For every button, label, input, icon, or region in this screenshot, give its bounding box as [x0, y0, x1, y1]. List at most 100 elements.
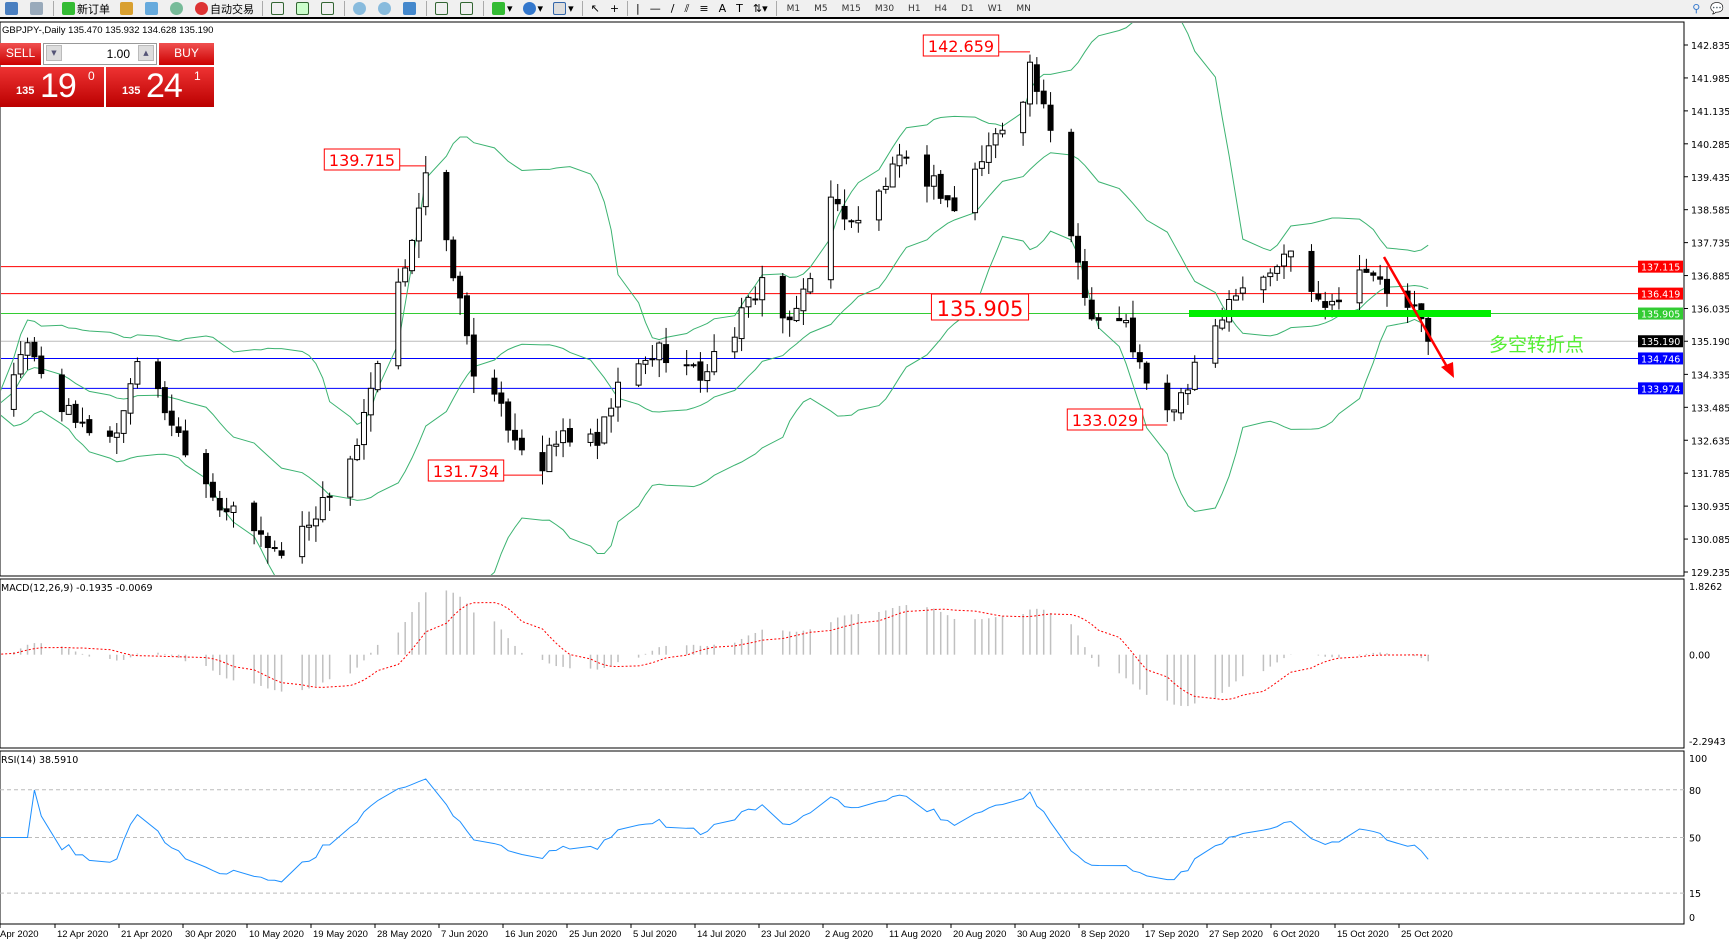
lot-decrease-button[interactable]: ▼ [46, 45, 62, 61]
timeframe-m15[interactable]: M15 [841, 3, 861, 14]
candle-body [299, 525, 306, 558]
equidistant-channel-button[interactable]: ⫽ [679, 0, 694, 17]
candle [299, 511, 306, 564]
price-tick-label: 130.085 [1691, 535, 1729, 546]
indicators-button[interactable]: ▾ [487, 0, 518, 17]
chat-button[interactable]: 💬 [1705, 0, 1729, 17]
experts-button[interactable] [115, 0, 140, 17]
sell-button[interactable]: SELL [0, 43, 41, 65]
candle [209, 473, 216, 502]
timeframe-d1[interactable]: D1 [961, 3, 974, 14]
candle [443, 169, 450, 252]
trendline-button[interactable]: / [666, 0, 680, 17]
arrows-button[interactable]: ⇅▾ [748, 0, 773, 17]
candle-body [1287, 250, 1294, 258]
zoom-window-button[interactable] [25, 0, 50, 17]
candle-body [168, 410, 175, 426]
new-chart-button[interactable] [0, 0, 25, 17]
candle-body [985, 145, 992, 163]
candle-body [1164, 382, 1171, 411]
candle [553, 430, 560, 457]
date-tick-label: 28 May 2020 [377, 929, 432, 940]
candle [360, 399, 367, 460]
horizontal-line-button[interactable]: — [645, 0, 666, 17]
zoom-in-button[interactable] [348, 0, 373, 17]
candle-body [1123, 319, 1130, 324]
sell-price[interactable]: 135 19 0 [0, 67, 104, 107]
candle [786, 310, 793, 337]
candle-body [1088, 299, 1095, 320]
chart-shift-button[interactable] [455, 0, 480, 17]
candle [1178, 387, 1185, 420]
annotation-box [323, 148, 401, 171]
text-label-button[interactable]: T [731, 0, 748, 17]
new-order-button[interactable]: 新订单 [57, 0, 115, 17]
tile-windows-button[interactable] [398, 0, 423, 17]
candle-body [923, 154, 930, 187]
cursor-icon: ↖ [590, 2, 600, 15]
candle [587, 428, 594, 447]
level-tag-text: 135.190 [1641, 337, 1680, 348]
timeframe-m30[interactable]: M30 [874, 3, 895, 14]
text-button[interactable]: A [714, 0, 732, 17]
timeframe-m5[interactable]: M5 [814, 3, 828, 14]
candle [216, 490, 223, 517]
candle [1164, 374, 1171, 423]
chart-area[interactable]: 多空转折点 142.659 139.715 135.905 131.734 133.029… [0, 21, 1729, 943]
candle [875, 188, 882, 231]
candle-body [1116, 317, 1123, 322]
fibonacci-button[interactable]: ≡ [694, 0, 713, 17]
date-tick-label: 5 Jul 2020 [633, 929, 677, 940]
search-button[interactable]: ⚲ [1687, 0, 1705, 17]
candle-body [374, 363, 381, 391]
crosshair-button[interactable]: + [605, 0, 624, 17]
candle-body [587, 433, 594, 443]
buy-button[interactable]: BUY [159, 43, 214, 65]
timeframe-m1[interactable]: M1 [786, 3, 801, 14]
lot-increase-button[interactable]: ▲ [138, 45, 154, 61]
annotation-text: 142.659 [928, 37, 994, 56]
periods-button[interactable]: ▾ [518, 0, 549, 17]
candle-body [1260, 276, 1267, 291]
candle [505, 398, 512, 443]
buy-price[interactable]: 135 24 1 [106, 67, 214, 107]
timeframe-h1[interactable]: H1 [908, 3, 921, 14]
templates-button[interactable]: ▾ [548, 0, 579, 17]
candle-body [1033, 64, 1040, 92]
vertical-line-button[interactable]: | [631, 0, 645, 17]
zoom-out-button[interactable] [373, 0, 398, 17]
candle [848, 219, 855, 228]
candle [1171, 409, 1178, 422]
date-tick-label: 23 Jul 2020 [761, 929, 810, 940]
signals-button[interactable] [165, 0, 190, 17]
candle-body [560, 430, 567, 444]
candle-body [745, 296, 752, 308]
timeframe-h4[interactable]: H4 [934, 3, 948, 14]
candle [319, 481, 326, 523]
candle-body [1129, 317, 1136, 353]
history-button[interactable] [140, 0, 165, 17]
lot-size-input[interactable]: 1.00 [43, 43, 157, 65]
candle-body [827, 196, 834, 281]
vertical-line-icon: | [636, 2, 640, 15]
candle-chart-button[interactable] [291, 0, 316, 17]
candle-body [127, 383, 134, 414]
timeframe-mn[interactable]: MN [1016, 3, 1031, 14]
candle-body [992, 133, 999, 146]
candle [779, 273, 786, 334]
price-tick-label: 129.235 [1691, 568, 1729, 579]
chart-shift-icon [460, 2, 473, 15]
line-chart-button[interactable] [316, 0, 341, 17]
auto-trading-button[interactable]: 自动交易 [190, 0, 259, 17]
level-tag-text: 137.115 [1641, 263, 1680, 274]
candle [1356, 255, 1363, 317]
autoscroll-button[interactable] [430, 0, 455, 17]
fibonacci-icon: ≡ [699, 2, 709, 15]
timeframe-w1[interactable]: W1 [987, 3, 1003, 14]
bar-chart-button[interactable] [266, 0, 291, 17]
candle [491, 369, 498, 402]
cursor-button[interactable]: ↖ [586, 0, 605, 17]
magnifier-icon [30, 2, 43, 15]
price-plot: 多空转折点 142.659 139.715 135.905 131.734 133.029 [1, 23, 1683, 575]
candle [374, 360, 381, 393]
